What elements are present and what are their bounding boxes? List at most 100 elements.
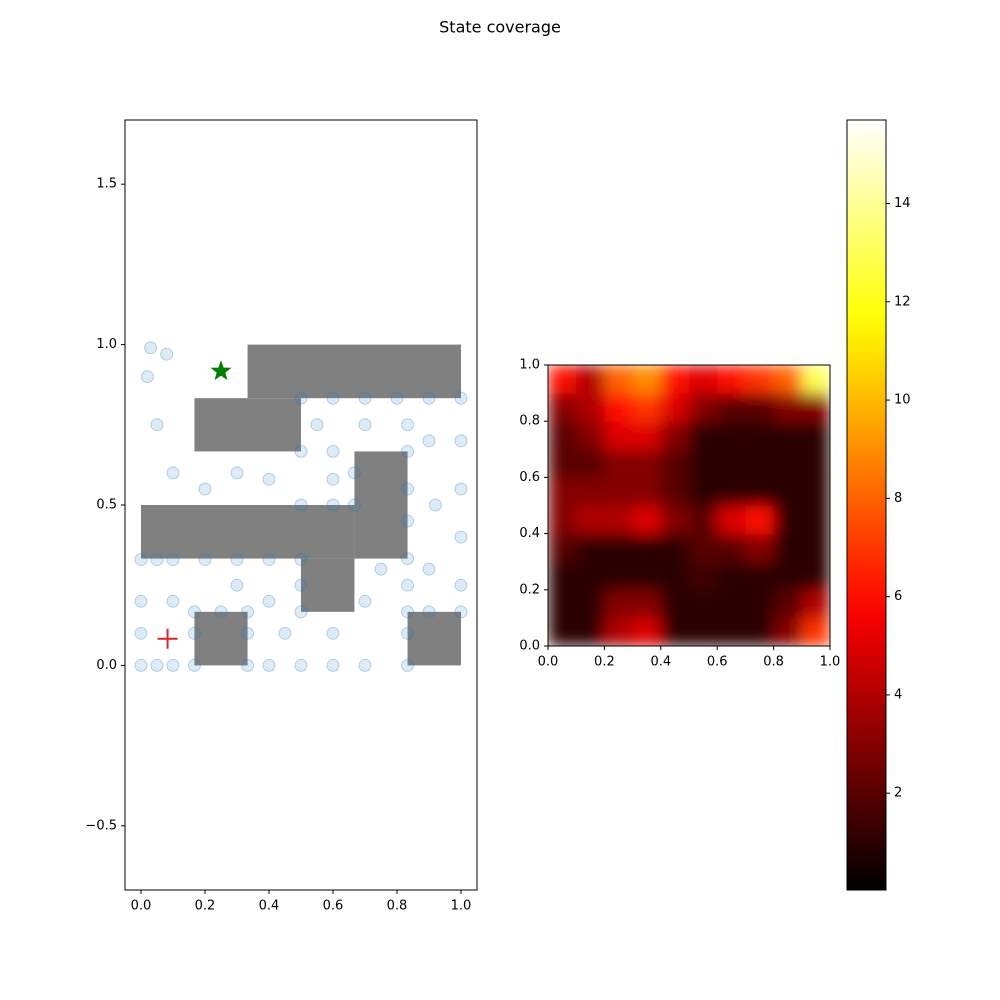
heatmap-cell (689, 561, 718, 591)
y-tick-label: 0.8 (519, 414, 540, 429)
heatmap-cell (745, 505, 775, 535)
wall (354, 451, 408, 559)
state-point (310, 418, 324, 432)
heatmap-cell (689, 365, 718, 394)
heatmap-cell (548, 477, 577, 506)
heatmap-cell (660, 449, 690, 478)
heatmap-cell (801, 561, 830, 591)
axes-frame (124, 119, 478, 891)
colorbar (846, 119, 887, 891)
heatmap-cell (632, 421, 662, 450)
colorbar-tick-label: 6 (894, 589, 902, 604)
state-point (454, 578, 468, 592)
state-point (401, 605, 415, 619)
heatmap-cell (689, 393, 718, 422)
heatmap-cell (773, 617, 803, 646)
heatmap-cell (604, 393, 634, 422)
start-marker (157, 628, 178, 649)
state-point (150, 658, 164, 672)
state-point (374, 562, 388, 576)
colorbar-tick-label: 14 (894, 196, 911, 211)
heatmap-cell (660, 505, 690, 535)
state-point (294, 658, 308, 672)
heatmap-cell (632, 449, 662, 478)
heatmap-cell (548, 393, 577, 422)
heatmap-cell (576, 421, 605, 450)
heatmap-cell (604, 589, 634, 619)
state-point (347, 498, 361, 512)
heatmap-cell (801, 421, 830, 450)
heatmap-cell (576, 365, 605, 394)
heatmap-cell (576, 477, 605, 506)
state-point (428, 498, 442, 512)
state-point (401, 482, 415, 496)
heatmap-cell (548, 561, 577, 591)
heatmap-cell (801, 365, 830, 394)
y-tick-label: 0.6 (519, 470, 540, 485)
state-point (134, 594, 148, 608)
heatmap-cell (801, 533, 830, 563)
heatmap-cell (801, 589, 830, 619)
state-point (454, 605, 468, 619)
y-tick-label: 0.0 (519, 639, 540, 654)
heatmap-cell (689, 421, 718, 450)
state-point (390, 391, 404, 405)
x-tick-label: 0.4 (650, 655, 671, 670)
heatmap-cell (632, 393, 662, 422)
heatmap-cell (576, 393, 605, 422)
y-tick-label: 0.0 (96, 658, 117, 673)
heatmap-cell (548, 589, 577, 619)
heatmap-cell (604, 561, 634, 591)
heatmap-cell (773, 505, 803, 535)
state-point (166, 466, 180, 480)
x-tick-label: 0.6 (323, 899, 344, 914)
heatmap-cell (717, 589, 746, 619)
wall (407, 611, 461, 666)
heatmap-cell (717, 505, 746, 535)
heatmap-cell (745, 393, 775, 422)
wall (194, 611, 248, 666)
heatmap-cell (548, 421, 577, 450)
x-tick-label: 0.2 (594, 655, 615, 670)
state-point (187, 626, 201, 640)
heatmap-cell (632, 561, 662, 591)
heatmap-cell (773, 533, 803, 563)
state-point (166, 594, 180, 608)
heatmap-cell (745, 449, 775, 478)
figure-title: State coverage (439, 18, 561, 37)
heatmap-cell (632, 365, 662, 394)
state-point (326, 391, 340, 405)
heatmap-cell (632, 505, 662, 535)
heatmap-cell (717, 365, 746, 394)
heatmap-cell (576, 561, 605, 591)
state-point (401, 514, 415, 528)
heatmap-cell (660, 533, 690, 563)
wall (247, 344, 461, 399)
state-point (198, 482, 212, 496)
y-tick-label: −0.5 (85, 818, 117, 833)
y-tick-label: 1.0 (519, 358, 540, 373)
state-point (187, 658, 201, 672)
heatmap-cell (745, 421, 775, 450)
heatmap-image (548, 365, 830, 646)
x-tick-label: 0.2 (195, 899, 216, 914)
state-point (358, 658, 372, 672)
state-point (454, 482, 468, 496)
state-point (262, 594, 276, 608)
state-point (262, 472, 276, 486)
state-point (401, 418, 415, 432)
heatmap-cell (745, 617, 775, 646)
heatmap-cell (604, 505, 634, 535)
y-tick-label: 0.4 (519, 526, 540, 541)
state-point (144, 341, 158, 355)
state-point (166, 658, 180, 672)
heatmap-cell (773, 561, 803, 591)
heatmap-cell (745, 589, 775, 619)
state-point (401, 552, 415, 566)
heatmap-cell (604, 477, 634, 506)
plot-area (134, 341, 468, 672)
heatmap-cell (773, 449, 803, 478)
state-point (422, 605, 436, 619)
heatmap-cell (660, 617, 690, 646)
